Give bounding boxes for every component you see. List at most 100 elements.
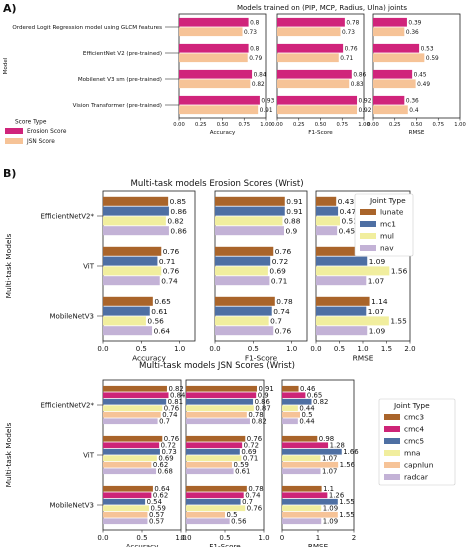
value-label-vision-transformer-pre-trained-erosion: 0.93 — [261, 98, 274, 104]
value-label-mobilenetv3-nav: 0.76 — [275, 326, 292, 335]
value-label-vit-nav: 1.07 — [368, 276, 385, 285]
panel-frame — [102, 190, 196, 342]
value-label-mobilenetv3-mc1: 1.07 — [368, 307, 385, 316]
value-label-vit-cmc3: 0.98 — [319, 435, 334, 443]
bar-efficientnet-v2-pre-trained-jsn — [277, 53, 339, 63]
x-tick-label: 0.25 — [389, 122, 401, 128]
bar-mobilenetv3-lunate — [103, 296, 153, 306]
bar-efficientnetv2-mc1 — [316, 206, 339, 216]
legend-swatch-mna — [384, 450, 400, 456]
chart-jsn-wrist: Multi-task models JSN Scores (Wrist) Mult… — [4, 361, 456, 547]
value-label-mobilenetv3-mna: 1.09 — [323, 505, 338, 513]
x-tick-label: 1.00 — [454, 122, 466, 128]
value-label-mobilenetv3-mna: 0.59 — [151, 505, 166, 513]
x-tick-label: 0.50 — [315, 122, 327, 128]
x-tick-label: 2 — [352, 534, 356, 542]
bar-mobilenetv3-cmc5 — [186, 498, 241, 505]
bar-vit-capnlun — [186, 461, 233, 468]
x-axis-label: F1-Score — [209, 542, 241, 547]
legend: Score Type Erosion Score JSN Score — [5, 119, 67, 145]
bar-vit-mc1 — [103, 256, 158, 266]
value-label-vit-mna: 1.07 — [322, 455, 337, 463]
bar-efficientnetv2-nav — [103, 226, 169, 236]
x-tick-label: 1 — [316, 534, 320, 542]
x-tick-label: 1.0 — [357, 345, 368, 353]
x-axis-label: RMSE — [409, 130, 425, 136]
legend-entry-mna: mna — [404, 449, 420, 458]
x-tick-label: 1.00 — [260, 122, 272, 128]
bar-mobilenetv3-cmc4 — [103, 492, 152, 499]
value-label-ordered-logit-regression-model-using-glcm-features-jsn: 0.73 — [244, 30, 257, 36]
bar-efficientnetv2-cmc5 — [103, 398, 167, 405]
value-label-efficientnet-v2-pre-trained-jsn: 0.59 — [426, 56, 439, 62]
panel-frame — [214, 190, 308, 342]
value-label-efficientnetv2-lunate: 0.85 — [170, 197, 187, 206]
x-tick-label: 0.00 — [367, 122, 379, 128]
bar-efficientnet-v2-pre-trained-erosion — [373, 43, 420, 53]
value-label-efficientnetv2-lunate: 0.43 — [338, 197, 355, 206]
value-label-vit-capnlun: 0.59 — [234, 461, 249, 469]
bar-vit-cmc3 — [186, 435, 246, 442]
value-label-vit-cmc4: 1.28 — [330, 442, 345, 450]
bar-mobilenet-v3-sm-pre-trained-erosion — [373, 69, 413, 79]
value-label-efficientnet-v2-pre-trained-jsn: 0.71 — [340, 56, 353, 62]
value-label-mobilenetv3-cmc4: 0.74 — [245, 492, 260, 500]
legend-entry-jsn: JSN Score — [26, 139, 55, 145]
value-label-vision-transformer-pre-trained-jsn: 0.4 — [409, 108, 419, 114]
legend-swatch-capnlun — [384, 462, 400, 468]
bar-mobilenetv3-nav — [103, 326, 153, 336]
value-label-vit-mc1: 1.09 — [369, 257, 386, 266]
bar-vit-cmc4 — [103, 442, 160, 449]
panel-f1-score: 0.910.910.880.90.760.720.690.710.780.740… — [209, 190, 308, 362]
value-label-vit-cmc3: 0.76 — [247, 435, 262, 443]
value-label-ordered-logit-regression-model-using-glcm-features-jsn: 0.36 — [406, 30, 419, 36]
bar-efficientnetv2-lunate — [316, 196, 337, 206]
value-label-ordered-logit-regression-model-using-glcm-features-erosion: 0.8 — [250, 20, 260, 26]
legend-swatch-mul — [360, 233, 376, 239]
panel-accuracy: 0.8 0.73 0.8 0.79 0.84 0.82 0.93 0.91 0.00 0.25 0.… — [173, 13, 275, 136]
x-axis-label: Accuracy — [126, 542, 160, 547]
value-label-mobilenet-v3-sm-pre-trained-jsn: 0.83 — [351, 82, 364, 88]
bar-efficientnetv2-nav — [215, 226, 284, 236]
category-label-efficientnetv2: EfficientNetV2* — [40, 401, 94, 409]
value-label-efficientnetv2-mna: 0.76 — [164, 405, 179, 413]
panel-rmse: 0.39 0.36 0.53 0.59 0.45 0.49 0.36 0.4 0.00 0.25 0… — [367, 13, 466, 136]
x-tick-label: 0.00 — [173, 122, 185, 128]
legend: Joint Type cmc3 cmc4 cmc5 mna capnlun radcar — [378, 398, 456, 486]
bar-efficientnetv2-cmc3 — [282, 385, 299, 392]
value-label-ordered-logit-regression-model-using-glcm-features-jsn: 0.73 — [342, 30, 355, 36]
value-label-efficientnetv2-cmc5: 0.82 — [313, 398, 328, 406]
value-label-efficientnetv2-radcar: 0.7 — [159, 418, 170, 426]
x-tick-label: 0.75 — [336, 122, 348, 128]
value-label-mobilenetv3-nav: 1.09 — [369, 326, 386, 335]
value-label-vit-mul: 0.76 — [163, 267, 180, 276]
bar-mobilenet-v3-sm-pre-trained-jsn — [373, 79, 416, 89]
y-axis-label: Model — [3, 57, 9, 74]
value-label-mobilenetv3-cmc5: 0.54 — [147, 498, 162, 506]
legend-swatch-jsn — [5, 138, 23, 144]
value-label-mobilenetv3-mc1: 0.61 — [151, 307, 168, 316]
chart-erosion-wrist: Multi-task models Erosion Scores (Wrist)… — [4, 179, 416, 362]
value-label-mobilenetv3-radcar: 0.56 — [231, 518, 246, 526]
y-axis-label: Multi-task Models — [4, 423, 13, 488]
bar-mobilenetv3-cmc3 — [103, 485, 153, 492]
bar-vision-transformer-pre-trained-jsn — [373, 105, 408, 115]
bar-vit-nav — [103, 276, 160, 286]
x-tick-label: 0.0 — [97, 534, 108, 542]
bar-vit-capnlun — [282, 461, 339, 468]
x-tick-label: 0.0 — [97, 345, 108, 353]
bar-mobilenet-v3-sm-pre-trained-jsn — [179, 79, 251, 89]
value-label-vision-transformer-pre-trained-erosion: 0.36 — [406, 98, 419, 104]
bar-vit-mc1 — [215, 256, 271, 266]
panel-accuracy: 0.850.860.820.860.760.710.760.740.650.61… — [97, 190, 196, 362]
bar-efficientnet-v2-pre-trained-erosion — [179, 43, 249, 53]
value-label-efficientnet-v2-pre-trained-jsn: 0.79 — [249, 56, 262, 62]
bar-mobilenetv3-lunate — [316, 296, 370, 306]
legend-swatch-nav — [360, 245, 376, 251]
section-label-a: A) — [3, 2, 17, 15]
category-label-mobilenetv3: MobileNetV3 — [50, 501, 95, 509]
value-label-efficientnet-v2-pre-trained-erosion: 0.53 — [421, 46, 434, 52]
value-label-mobilenetv3-cmc5: 0.7 — [242, 498, 253, 506]
value-label-vit-lunate: 0.76 — [163, 247, 180, 256]
legend-entry-nav: nav — [380, 244, 394, 253]
